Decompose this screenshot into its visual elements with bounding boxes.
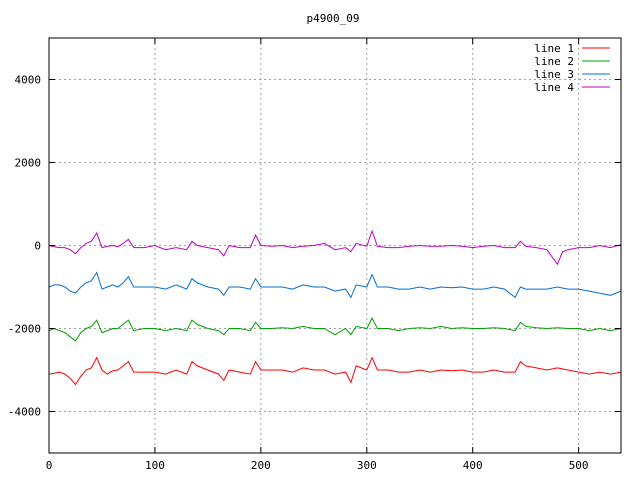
x-tick-label: 200	[251, 459, 271, 472]
chart-title: p4900_09	[307, 12, 360, 25]
grid	[49, 38, 621, 453]
legend-label: line 2	[534, 55, 574, 68]
series-line-3	[48, 271, 622, 299]
x-tick-label: 500	[569, 459, 589, 472]
series-line-4	[48, 229, 622, 266]
legend-label: line 3	[534, 68, 574, 81]
series-line-2	[48, 316, 622, 342]
axes: 0 100 200 300 400 500 -4000 -2000 0 2000 4000	[8, 38, 621, 472]
plot-area	[48, 229, 622, 386]
y-tick-label: 2000	[15, 157, 42, 170]
legend-label: line 4	[534, 81, 574, 94]
y-tick-label: -2000	[8, 323, 41, 336]
x-tick-label: 300	[357, 459, 377, 472]
series-line-1	[48, 356, 622, 386]
y-tick-label: 4000	[15, 74, 42, 87]
x-tick-label: 400	[463, 459, 483, 472]
x-tick-label: 0	[46, 459, 53, 472]
y-tick-label: 0	[34, 240, 41, 253]
y-tick-label: -4000	[8, 406, 41, 419]
x-tick-label: 100	[145, 459, 165, 472]
legend-label: line 1	[534, 42, 574, 55]
